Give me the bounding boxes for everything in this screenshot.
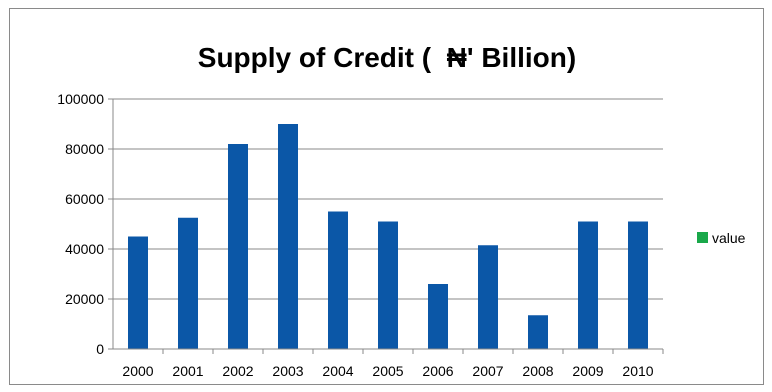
x-tick-label-2007: 2007	[472, 363, 503, 379]
x-tick-label-2009: 2009	[572, 363, 603, 379]
y-tick-labels: 0 20000 40000 60000 80000 100000	[57, 91, 104, 357]
x-tick-label-2003: 2003	[272, 363, 303, 379]
x-tick-label-2002: 2002	[222, 363, 253, 379]
x-tick-label-2006: 2006	[422, 363, 453, 379]
x-tick-label-2010: 2010	[622, 363, 653, 379]
bar-2005	[378, 221, 398, 349]
legend-swatch-value	[697, 232, 708, 243]
bar-2003	[278, 124, 298, 349]
bar-2000	[128, 236, 148, 349]
y-tick-label-60000: 60000	[65, 191, 104, 207]
chart-title: Supply of Credit ( ₦' Billion)	[198, 42, 576, 73]
x-tick-label-2001: 2001	[172, 363, 203, 379]
bar-2001	[178, 217, 198, 349]
bar-2007	[478, 245, 498, 349]
y-tick-label-80000: 80000	[65, 141, 104, 157]
y-tick-label-100000: 100000	[57, 91, 104, 107]
bar-2006	[428, 284, 448, 349]
bar-2004	[328, 211, 348, 349]
x-tick-labels: 2000 2001 2002 2003 2004 2005 2006 2007 2008 2009…	[122, 363, 653, 379]
legend: value	[697, 230, 746, 246]
x-tick-label-2000: 2000	[122, 363, 153, 379]
legend-label-value: value	[712, 230, 746, 246]
gridlines	[113, 98, 663, 300]
bar-2002	[228, 144, 248, 349]
bar-2008	[528, 315, 548, 349]
y-tick-label-20000: 20000	[65, 291, 104, 307]
bar-2009	[578, 221, 598, 349]
x-tick-label-2004: 2004	[322, 363, 353, 379]
chart-frame: Supply of Credit ( ₦' Billion) 0 20000 400…	[9, 8, 764, 385]
bar-chart: Supply of Credit ( ₦' Billion) 0 20000 400…	[57, 42, 746, 379]
x-tick-label-2008: 2008	[522, 363, 553, 379]
bar-2010	[628, 221, 648, 349]
y-tick-label-0: 0	[96, 341, 104, 357]
axes	[108, 98, 664, 354]
x-tick-label-2005: 2005	[372, 363, 403, 379]
y-tick-label-40000: 40000	[65, 241, 104, 257]
bars	[128, 124, 648, 349]
